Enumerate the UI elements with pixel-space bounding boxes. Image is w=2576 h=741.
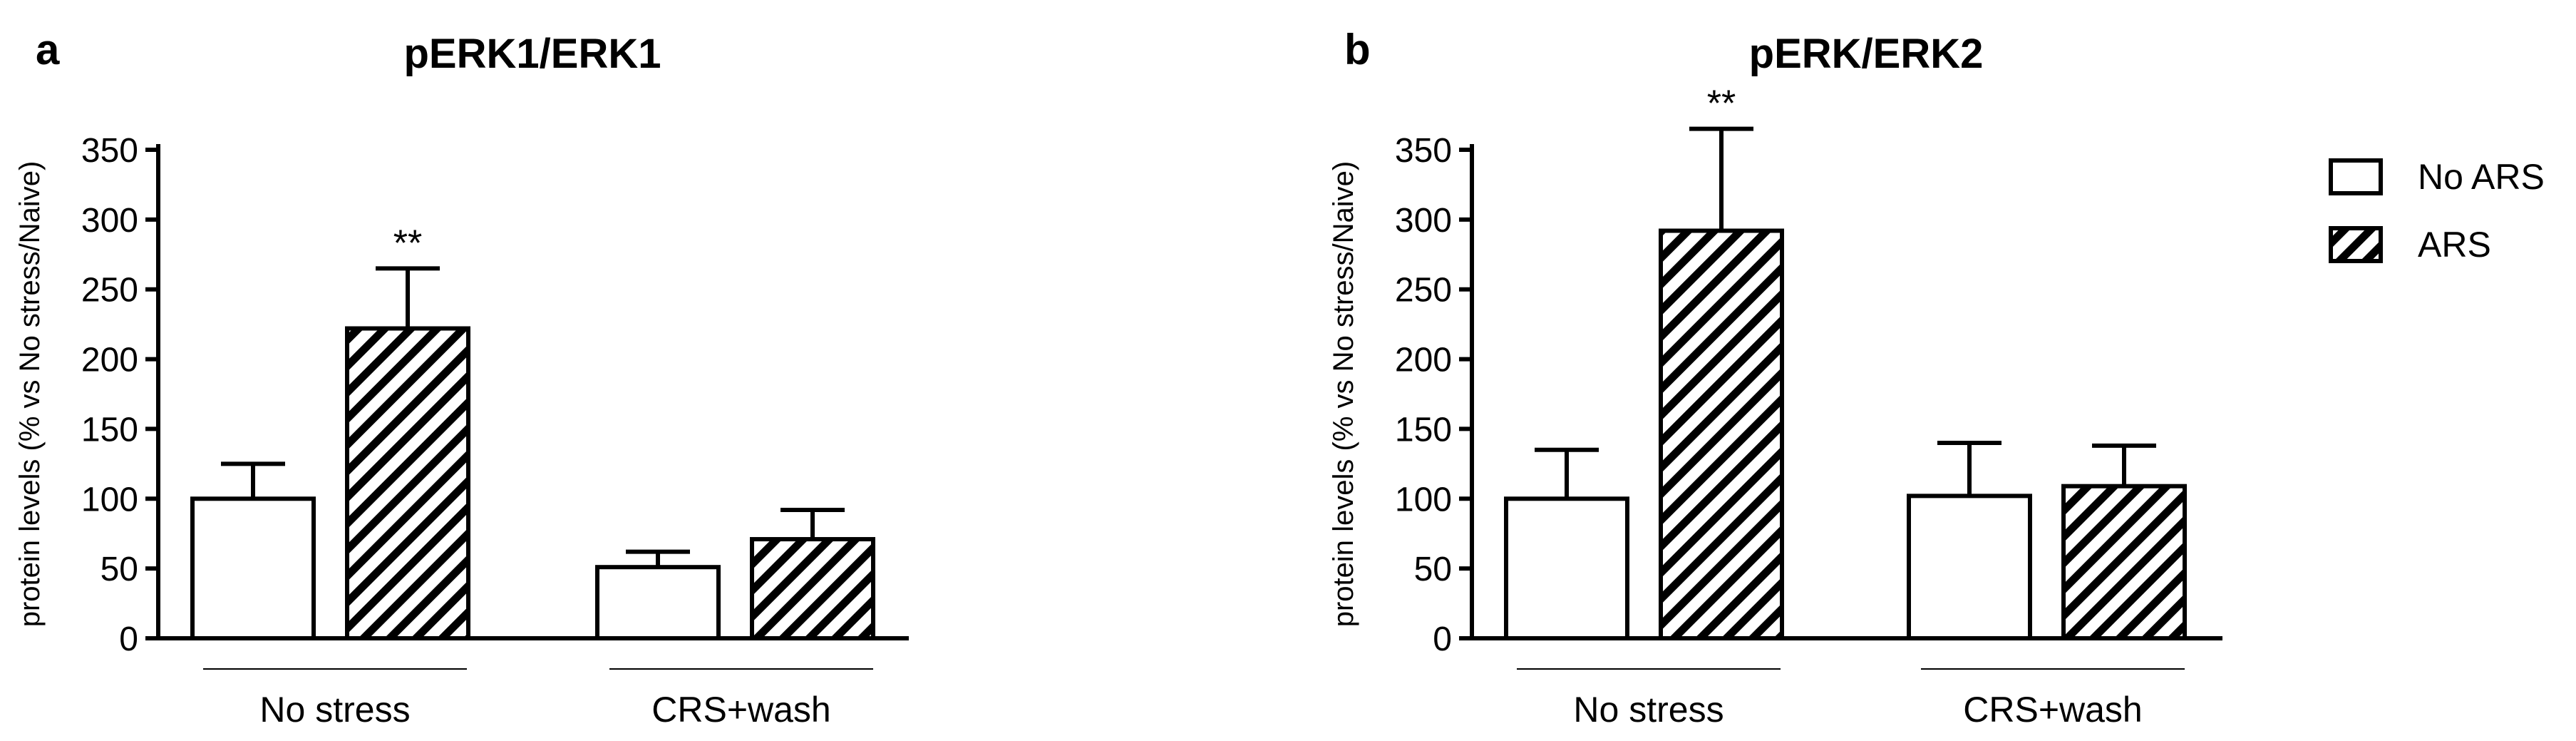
y-tick-label: 200 (81, 342, 138, 379)
panel-label: a (36, 26, 60, 73)
legend-label-no-ars: No ARS (2418, 157, 2545, 197)
y-tick-label: 300 (81, 202, 138, 240)
chart-panel-b: b pERK/ERK2 0 50 100 150 200 250 300 350 protein l… (1328, 26, 2222, 730)
y-tick-label: 100 (81, 481, 138, 518)
chart-title: pERK1/ERK1 (404, 31, 661, 77)
y-tick-label: 250 (1395, 272, 1452, 310)
bar-no-ars (595, 565, 721, 641)
bar-no-ars (1504, 496, 1629, 640)
x-group-label: No stress (1573, 690, 1724, 730)
bar-ars (345, 326, 470, 640)
chart-panels: a pERK1/ERK1 0 50 100 150 200 250 300 350 protein … (14, 26, 2222, 730)
bar-ars (750, 537, 875, 640)
y-tick-label: 300 (1395, 202, 1452, 240)
significance-marker: ** (393, 223, 422, 264)
y-tick-label: 50 (1414, 551, 1452, 588)
chart-title: pERK/ERK2 (1749, 31, 1984, 77)
legend-label-ars: ARS (2418, 225, 2491, 265)
bar-ars (2061, 484, 2187, 641)
bar-ars (1659, 228, 1784, 640)
y-tick-label: 0 (1433, 620, 1452, 658)
y-tick-label: 0 (119, 620, 138, 658)
y-axis-label: protein levels (% vs No stress/Naive) (14, 161, 46, 628)
y-axis-label: protein levels (% vs No stress/Naive) (1328, 161, 1359, 628)
y-tick-label: 250 (81, 272, 138, 310)
y-tick-label: 200 (1395, 342, 1452, 379)
legend: No ARS ARS (2329, 157, 2545, 265)
y-tick-label: 150 (1395, 411, 1452, 449)
y-tick-label: 150 (81, 411, 138, 449)
x-group-label: CRS+wash (1963, 690, 2143, 730)
x-group-label: No stress (259, 690, 410, 730)
bar-no-ars (190, 496, 316, 640)
y-tick-label: 350 (1395, 132, 1452, 170)
x-group-label: CRS+wash (651, 690, 831, 730)
legend-swatch-no-ars (2329, 158, 2383, 195)
legend-swatch-ars (2329, 226, 2383, 263)
panel-label: b (1344, 26, 1371, 73)
y-tick-label: 350 (81, 132, 138, 170)
y-tick-label: 50 (101, 551, 138, 588)
significance-marker: ** (1707, 83, 1736, 125)
chart-panel-a: a pERK1/ERK1 0 50 100 150 200 250 300 350 protein … (14, 26, 909, 730)
bar-no-ars (1907, 494, 2032, 640)
y-tick-label: 100 (1395, 481, 1452, 518)
